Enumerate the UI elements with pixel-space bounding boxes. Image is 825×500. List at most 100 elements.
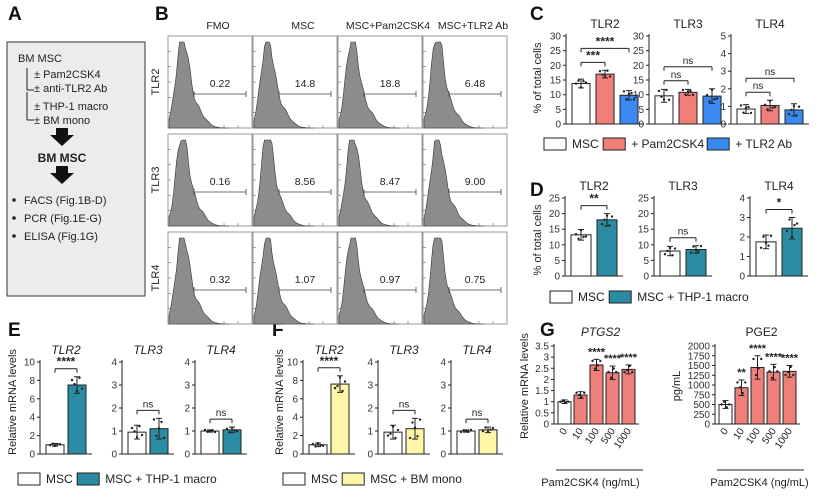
data-point <box>75 389 79 393</box>
legend-swatch <box>543 137 567 151</box>
y-tick-label: 0 <box>643 272 649 283</box>
legend-swatch <box>17 472 41 486</box>
significance-label: **** <box>320 354 339 368</box>
bar <box>330 383 350 455</box>
data-point <box>235 430 239 433</box>
facs-column-header: MSC+TLR2 Ab <box>438 20 508 32</box>
data-point <box>605 214 609 217</box>
panel-label-a: A <box>8 4 22 25</box>
facs-row-label: TLR3 <box>150 167 162 194</box>
bar <box>589 364 604 425</box>
data-point <box>593 367 597 370</box>
bar <box>570 234 592 277</box>
significance-label: **** <box>781 353 799 365</box>
data-point <box>792 104 796 108</box>
significance-label: *** <box>586 48 600 62</box>
y-tick-label: 3 <box>367 381 373 392</box>
data-point <box>228 431 231 434</box>
data-point <box>336 384 339 388</box>
y-tick-label: 30 <box>550 32 562 43</box>
significance-label: * <box>777 196 782 210</box>
significance-label: ns <box>765 67 776 78</box>
y-tick-label: 5 <box>554 256 560 267</box>
data-point <box>564 401 567 405</box>
facs-percent-value: 0.97 <box>380 274 401 286</box>
x-tick-label: 0 <box>558 426 570 437</box>
data-point <box>561 399 565 402</box>
y-tick-label: 0 <box>638 120 644 131</box>
data-point <box>705 94 709 97</box>
y-tick-label: 15 <box>633 76 645 87</box>
subplot-title: TLR2 <box>314 343 344 357</box>
data-point <box>343 380 347 383</box>
bar <box>557 401 572 425</box>
y-tick-label: 0 <box>704 420 710 431</box>
panel-label-d: D <box>530 180 544 201</box>
data-point <box>484 426 487 429</box>
significance-label: ns <box>671 70 682 81</box>
facs-histogram <box>253 41 314 129</box>
facs-column-header: MSC+Pam2CSK4 <box>346 20 430 32</box>
y-tick-label: 20 <box>633 61 645 72</box>
data-point <box>710 88 714 91</box>
data-point <box>720 403 723 406</box>
y-tick-label: 0.5 <box>535 408 549 419</box>
y-tick-label: 4 <box>739 194 745 205</box>
data-point <box>319 443 322 447</box>
panel-a-bullet: ELISA (Fig.1G) <box>24 231 98 243</box>
data-point <box>48 443 52 447</box>
data-point <box>747 105 750 109</box>
data-point <box>413 426 417 429</box>
facs-percent-value: 6.48 <box>465 78 486 90</box>
data-point <box>769 234 773 237</box>
y-tick-label: 0 <box>555 120 561 131</box>
panel-a-box <box>6 41 146 297</box>
y-tick-label: 10 <box>24 358 36 369</box>
data-point <box>760 357 763 361</box>
legend-label: MSC <box>578 290 605 304</box>
data-point <box>130 426 134 430</box>
data-point <box>411 421 414 424</box>
panel-a-bullet: PCR (Fig.1E-G) <box>24 213 102 225</box>
y-tick-label: 2 <box>367 404 373 415</box>
data-point <box>749 111 753 115</box>
x-tick-label: 1000 <box>612 426 634 451</box>
data-point <box>722 400 726 404</box>
subplot-title: TLR3 <box>668 179 698 193</box>
data-point <box>684 93 687 96</box>
panel-a-bullet: FACS (Fig.1B-D) <box>24 195 107 207</box>
data-point <box>333 386 337 390</box>
down-arrow-icon <box>50 128 74 146</box>
data-point <box>80 387 84 390</box>
facs-percent-value: 0.75 <box>465 274 486 286</box>
data-point <box>230 426 234 429</box>
data-point <box>762 235 765 238</box>
down-arrow-icon <box>50 166 74 184</box>
data-point <box>630 91 633 95</box>
data-point <box>481 429 485 433</box>
facs-row-label: TLR2 <box>150 69 162 96</box>
data-point <box>691 93 695 97</box>
facs-percent-value: 8.56 <box>295 176 316 188</box>
y-tick-label: 1250 <box>688 371 711 382</box>
data-point <box>208 429 212 433</box>
panel-label-g: G <box>540 320 555 341</box>
data-point <box>625 97 628 101</box>
facs-histogram <box>338 41 399 129</box>
data-point <box>784 373 787 377</box>
data-point <box>603 218 606 221</box>
panel-label-c: C <box>530 4 544 25</box>
y-tick-label: 8 <box>292 376 298 387</box>
facs-histogram <box>168 41 229 129</box>
panel-f-ylabel: Relative mRNA levels <box>274 349 286 455</box>
data-point <box>53 444 57 448</box>
y-tick-label: 10 <box>549 240 561 251</box>
subplot-title: TLR3 <box>389 343 419 357</box>
y-tick-label: 4 <box>111 358 117 369</box>
legend-label: MSC + BM mono <box>370 472 462 486</box>
data-point <box>598 70 602 73</box>
data-point <box>469 428 473 432</box>
data-point <box>754 373 758 377</box>
data-point <box>667 98 671 102</box>
y-tick-label: 10 <box>550 90 562 101</box>
